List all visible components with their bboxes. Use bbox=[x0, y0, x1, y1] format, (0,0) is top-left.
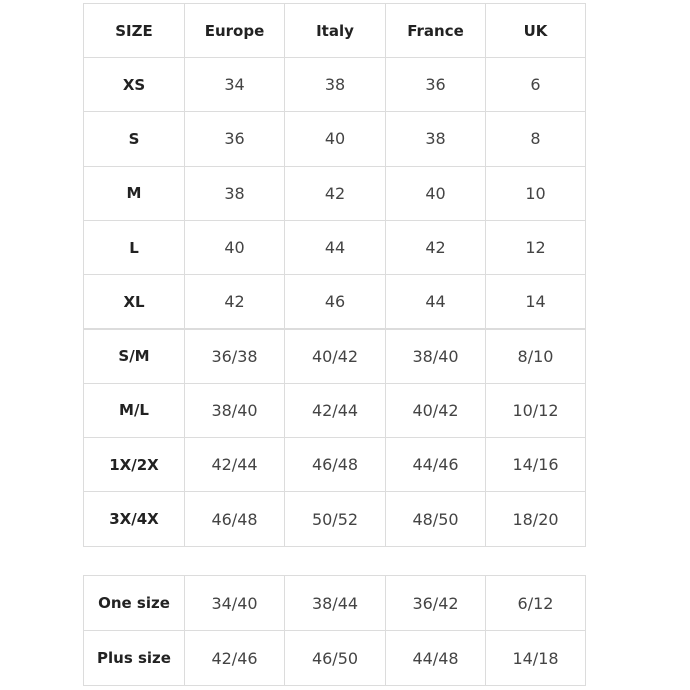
size-cell: XS bbox=[83, 57, 185, 113]
value-cell: 36 bbox=[385, 57, 486, 113]
value-cell: 38/40 bbox=[385, 328, 486, 384]
size-cell: S/M bbox=[83, 328, 185, 384]
value-cell: 34/40 bbox=[184, 575, 285, 631]
value-cell: 38/44 bbox=[284, 575, 386, 631]
size-cell: L bbox=[83, 219, 185, 276]
value-cell: 8/10 bbox=[485, 328, 586, 384]
value-cell: 46 bbox=[284, 274, 386, 330]
value-cell: 48/50 bbox=[385, 491, 486, 547]
value-cell: 44 bbox=[284, 219, 386, 276]
value-cell: 42 bbox=[284, 165, 386, 221]
value-cell: 14/16 bbox=[485, 437, 586, 493]
size-cell: 1X/2X bbox=[83, 437, 185, 493]
value-cell: 10 bbox=[485, 165, 586, 221]
header-cell: France bbox=[385, 3, 486, 58]
value-cell: 6 bbox=[485, 57, 586, 113]
value-cell: 46/48 bbox=[284, 437, 386, 493]
value-cell: 42/46 bbox=[184, 630, 285, 686]
value-cell: 14 bbox=[485, 274, 586, 330]
value-cell: 40 bbox=[184, 219, 285, 276]
value-cell: 38 bbox=[385, 111, 486, 167]
value-cell: 8 bbox=[485, 111, 586, 167]
value-cell: 14/18 bbox=[485, 630, 586, 686]
value-cell: 44 bbox=[385, 274, 486, 330]
value-cell: 42 bbox=[385, 219, 486, 276]
value-cell: 38/40 bbox=[184, 382, 285, 439]
header-cell: SIZE bbox=[83, 3, 185, 58]
value-cell: 40/42 bbox=[284, 328, 386, 384]
size-cell: 3X/4X bbox=[83, 491, 185, 547]
value-cell: 42/44 bbox=[284, 382, 386, 439]
value-cell: 12 bbox=[485, 219, 586, 276]
value-cell: 38 bbox=[284, 57, 386, 113]
value-cell: 42 bbox=[184, 274, 285, 330]
size-cell: Plus size bbox=[83, 630, 185, 686]
value-cell: 36/38 bbox=[184, 328, 285, 384]
value-cell: 40 bbox=[284, 111, 386, 167]
value-cell: 44/48 bbox=[385, 630, 486, 686]
value-cell: 50/52 bbox=[284, 491, 386, 547]
value-cell: 36 bbox=[184, 111, 285, 167]
value-cell: 18/20 bbox=[485, 491, 586, 547]
value-cell: 40 bbox=[385, 165, 486, 221]
header-cell: UK bbox=[485, 3, 586, 58]
value-cell: 40/42 bbox=[385, 382, 486, 439]
header-cell: Europe bbox=[184, 3, 285, 58]
value-cell: 10/12 bbox=[485, 382, 586, 439]
size-cell: XL bbox=[83, 274, 185, 330]
size-cell: S bbox=[83, 111, 185, 167]
value-cell: 44/46 bbox=[385, 437, 486, 493]
header-cell: Italy bbox=[284, 3, 386, 58]
value-cell: 36/42 bbox=[385, 575, 486, 631]
value-cell: 34 bbox=[184, 57, 285, 113]
value-cell: 6/12 bbox=[485, 575, 586, 631]
size-cell: M bbox=[83, 165, 185, 221]
value-cell: 46/48 bbox=[184, 491, 285, 547]
size-cell: One size bbox=[83, 575, 185, 631]
value-cell: 42/44 bbox=[184, 437, 285, 493]
value-cell: 38 bbox=[184, 165, 285, 221]
value-cell: 46/50 bbox=[284, 630, 386, 686]
size-cell: M/L bbox=[83, 382, 185, 439]
